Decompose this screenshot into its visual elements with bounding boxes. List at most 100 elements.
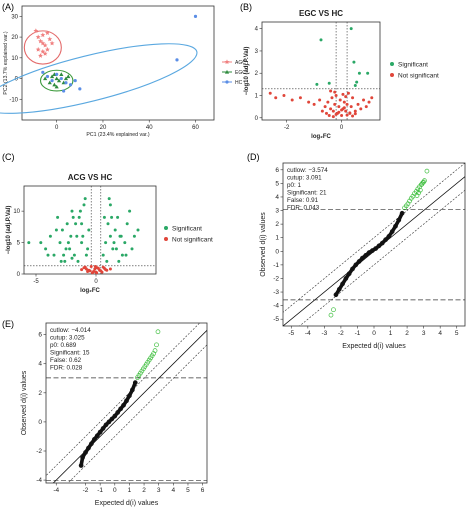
x-tick-label: -2 bbox=[284, 125, 290, 131]
y-tick-label: 0 bbox=[15, 77, 19, 83]
data-point bbox=[224, 59, 230, 65]
legend-label: HC bbox=[235, 80, 243, 86]
x-tick-label: -1 bbox=[355, 330, 361, 337]
data-point bbox=[351, 96, 355, 100]
x-tick-label: 60 bbox=[192, 125, 199, 131]
data-point bbox=[333, 102, 337, 106]
data-point bbox=[62, 89, 66, 93]
data-point bbox=[48, 234, 52, 238]
data-point bbox=[59, 259, 63, 263]
x-tick-label: 0 bbox=[55, 125, 59, 131]
y-tick-label: 5 bbox=[17, 241, 21, 247]
data-point bbox=[349, 105, 353, 109]
data-point bbox=[152, 348, 158, 353]
data-point bbox=[69, 234, 73, 238]
y-tick-label: 0 bbox=[275, 248, 279, 255]
data-point bbox=[342, 100, 346, 104]
data-point bbox=[112, 241, 116, 245]
data-point bbox=[80, 222, 84, 226]
data-point bbox=[355, 80, 359, 84]
data-point bbox=[35, 46, 41, 52]
y-axis-label: −log10 (adj.P.Val) bbox=[244, 47, 250, 96]
legend-label: Not significant bbox=[172, 237, 213, 244]
data-point bbox=[70, 209, 74, 213]
x-axis-label: Expected d(i) values bbox=[342, 343, 406, 350]
data-point bbox=[312, 102, 316, 106]
y-tick-label: 5 bbox=[275, 180, 279, 187]
data-point bbox=[282, 94, 286, 97]
chart-title: ACG VS HC bbox=[68, 173, 113, 182]
data-point bbox=[35, 34, 41, 40]
data-point bbox=[38, 38, 43, 44]
data-point bbox=[366, 71, 370, 75]
data-point bbox=[38, 53, 43, 58]
x-tick-label: 40 bbox=[146, 125, 153, 131]
data-point bbox=[56, 215, 60, 219]
data-point bbox=[345, 102, 349, 106]
x-tick-label: 0 bbox=[113, 487, 117, 494]
data-point bbox=[110, 215, 114, 219]
data-point bbox=[44, 30, 50, 36]
data-point bbox=[108, 203, 112, 207]
panel-label-b: (B) bbox=[240, 2, 252, 12]
data-point bbox=[73, 79, 77, 83]
data-point bbox=[342, 106, 346, 110]
y-tick-label: -1 bbox=[273, 262, 279, 269]
data-point bbox=[340, 114, 344, 118]
data-point bbox=[77, 215, 81, 219]
data-point bbox=[175, 58, 179, 62]
data-point bbox=[327, 114, 331, 118]
x-tick-label: 5 bbox=[186, 487, 190, 494]
x-axis-label: Expected d(i) values bbox=[95, 500, 159, 507]
data-point bbox=[90, 271, 94, 275]
data-point bbox=[102, 215, 106, 219]
data-point bbox=[132, 234, 136, 238]
data-point bbox=[151, 351, 156, 356]
legend-marker bbox=[164, 226, 168, 230]
x-tick-label: 3 bbox=[157, 487, 161, 494]
data-point bbox=[107, 197, 111, 201]
data-point bbox=[362, 98, 366, 102]
non-significant-band bbox=[79, 380, 138, 468]
data-point bbox=[116, 215, 120, 219]
data-point bbox=[52, 82, 57, 87]
data-point bbox=[353, 109, 357, 113]
data-point bbox=[338, 98, 342, 102]
data-point bbox=[102, 266, 106, 270]
data-point bbox=[47, 36, 53, 42]
x-tick-label: 1 bbox=[389, 330, 393, 337]
y-tick-label: -3 bbox=[273, 289, 279, 296]
data-point bbox=[58, 241, 62, 245]
data-point bbox=[324, 111, 328, 115]
y-tick-label: -4 bbox=[36, 477, 42, 484]
data-point bbox=[43, 76, 48, 81]
data-point bbox=[320, 109, 324, 113]
sam-plot-e: -4 -2 -1 0 1 2 3 4 5 6 -4 -2 0 2 4 6 Expected d(i) value… bbox=[21, 322, 208, 507]
non-significant-band bbox=[334, 211, 404, 297]
stats-annotation: False: 0.62 bbox=[50, 357, 82, 364]
data-point bbox=[113, 228, 117, 232]
x-tick-label: -2 bbox=[83, 487, 89, 494]
x-tick-label: 0 bbox=[94, 279, 98, 285]
legend-marker bbox=[164, 237, 168, 241]
data-point bbox=[64, 247, 68, 251]
data-point bbox=[80, 241, 84, 245]
data-point bbox=[93, 264, 97, 268]
data-point bbox=[124, 253, 128, 257]
data-point bbox=[104, 241, 108, 245]
panel-label-c: (C) bbox=[2, 152, 15, 162]
sam-plot-d: -5 -4 -3 -2 -1 0 1 2 3 4 5 -5 -4 -3 -2 -1 0 1 2 3 4 5 6 Expecte… bbox=[260, 162, 466, 350]
data-point bbox=[364, 105, 368, 109]
data-point bbox=[71, 215, 75, 219]
volcano-acg-chart: -5 0 0 5 10 log₂FC −log10 (adj.P.Val) ACG VS HC… bbox=[6, 173, 213, 294]
y-tick-label: 6 bbox=[275, 167, 279, 174]
data-point bbox=[54, 76, 59, 81]
offset-line bbox=[46, 323, 201, 477]
x-tick-label: 4 bbox=[172, 487, 176, 494]
pca-chart: 0 20 40 60 -10 0 10 20 30 PC1 (23.4% explained va… bbox=[0, 5, 246, 138]
legend-label: Not significant bbox=[398, 73, 439, 80]
data-point bbox=[59, 76, 63, 81]
plot-frame bbox=[282, 162, 466, 327]
data-point bbox=[333, 90, 337, 94]
data-point bbox=[63, 259, 67, 263]
